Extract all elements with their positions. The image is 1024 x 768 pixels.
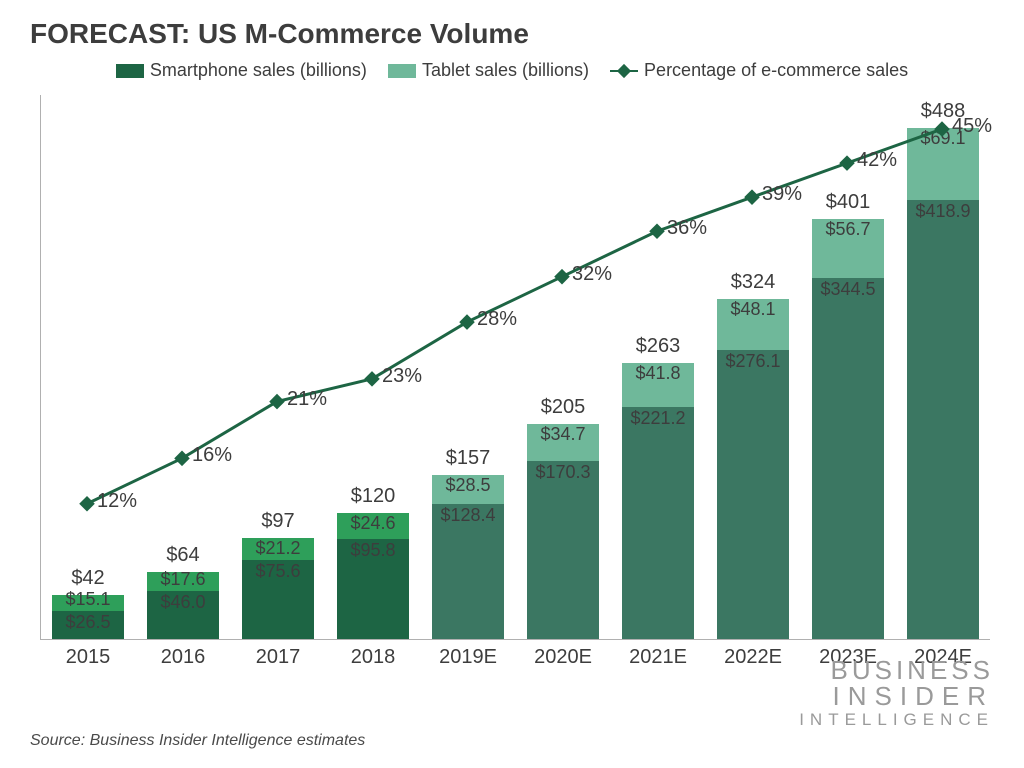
x-axis-label: 2018 — [326, 646, 421, 669]
percentage-label: 12% — [97, 490, 137, 513]
chart-area: $26.5$15.1$422015$46.0$17.6$642016$75.6$… — [40, 95, 990, 665]
percentage-label: 36% — [667, 217, 707, 240]
x-axis-label: 2017 — [231, 646, 326, 669]
x-axis-label: 2022E — [706, 646, 801, 669]
legend-marker-percentage — [610, 64, 638, 78]
percentage-label: 42% — [857, 149, 897, 172]
legend-item-tablet: Tablet sales (billions) — [388, 60, 589, 81]
brand-logo: BUSINESS INSIDER INTELLIGENCE — [799, 657, 994, 728]
percentage-label: 45% — [952, 115, 992, 138]
legend-swatch-smartphone — [116, 64, 144, 78]
percentage-label: 28% — [477, 308, 517, 331]
brand-line2: INSIDER — [799, 683, 994, 709]
legend-item-smartphone: Smartphone sales (billions) — [116, 60, 367, 81]
legend-swatch-tablet — [388, 64, 416, 78]
percentage-label: 16% — [192, 444, 232, 467]
legend-label-percentage: Percentage of e-commerce sales — [644, 60, 908, 81]
source-text: Source: Business Insider Intelligence es… — [30, 732, 365, 750]
percentage-labels: 12% 16% 21% 23% 28% 32% 36% 39% 42% 45% — [40, 95, 990, 640]
x-axis-label: 2020E — [516, 646, 611, 669]
legend-label-tablet: Tablet sales (billions) — [422, 60, 589, 81]
legend-label-smartphone: Smartphone sales (billions) — [150, 60, 367, 81]
percentage-label: 23% — [382, 365, 422, 388]
brand-line3: INTELLIGENCE — [799, 711, 994, 728]
percentage-label: 39% — [762, 183, 802, 206]
percentage-label: 21% — [287, 388, 327, 411]
brand-line1: BUSINESS — [799, 657, 994, 683]
x-axis-label: 2016 — [136, 646, 231, 669]
x-axis-label: 2021E — [611, 646, 706, 669]
legend-item-percentage: Percentage of e-commerce sales — [610, 60, 908, 81]
legend: Smartphone sales (billions) Tablet sales… — [0, 60, 1024, 83]
x-axis-label: 2019E — [421, 646, 516, 669]
percentage-label: 32% — [572, 263, 612, 286]
chart-title: FORECAST: US M-Commerce Volume — [30, 18, 529, 50]
x-axis-label: 2015 — [41, 646, 136, 669]
